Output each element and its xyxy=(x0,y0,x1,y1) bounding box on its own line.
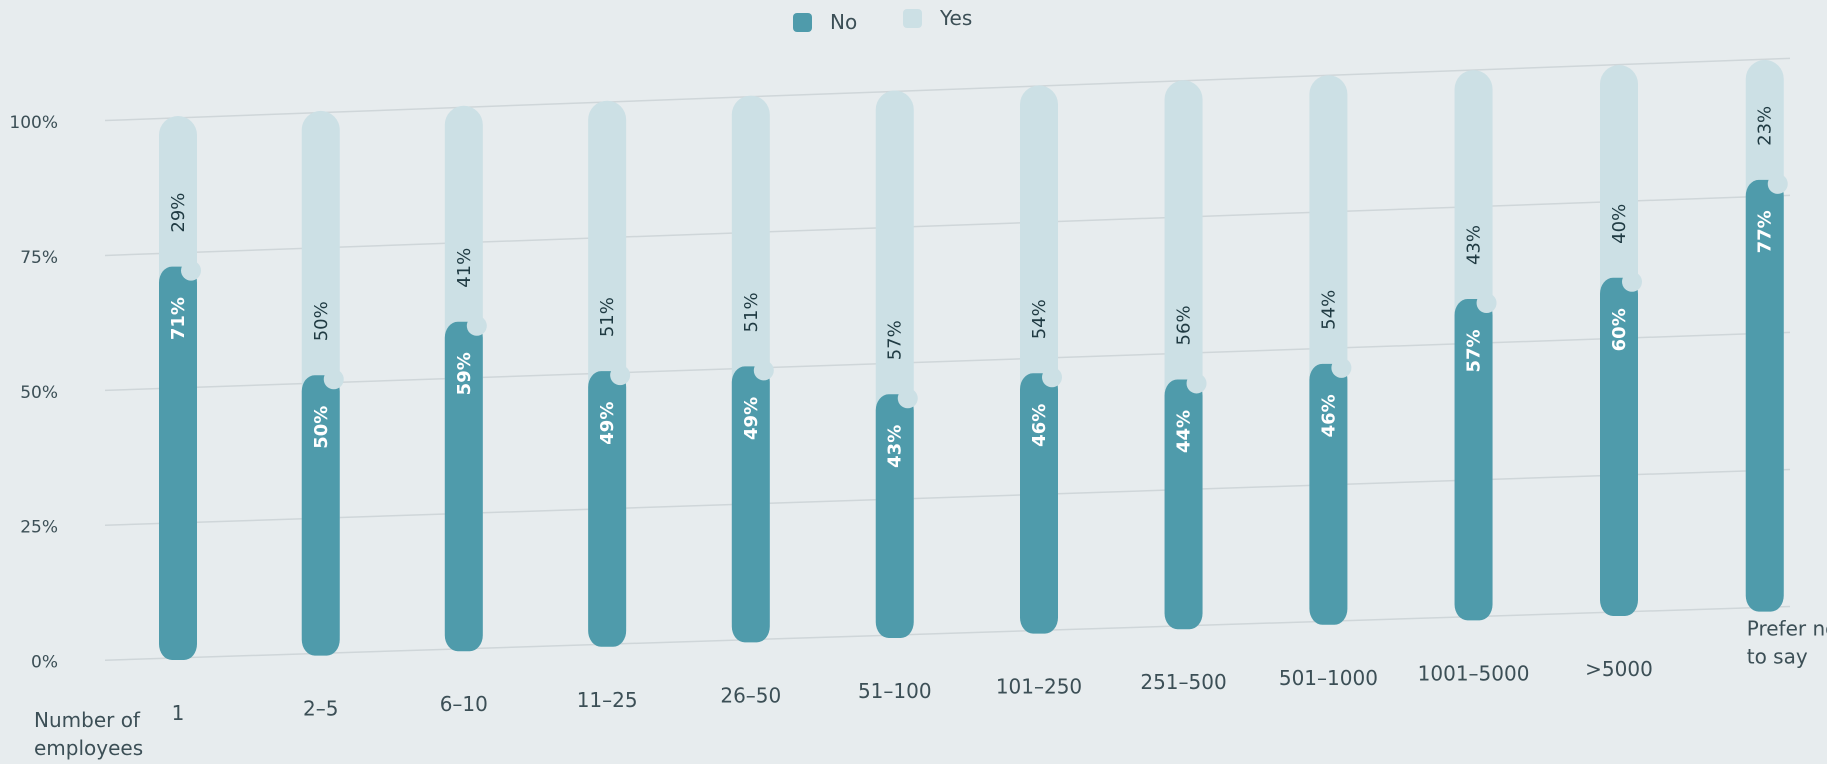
x-category-label: 2–5 xyxy=(303,697,338,721)
gridline xyxy=(104,605,1791,661)
bar-no xyxy=(1454,299,1493,621)
bar-label-no: 43% xyxy=(885,425,906,468)
legend-label-no: No xyxy=(830,10,857,34)
bar-label-yes: 51% xyxy=(597,297,618,337)
bar-label-yes: 54% xyxy=(1318,290,1339,330)
bar-label-yes: 23% xyxy=(1755,106,1776,146)
bar-label-no: 71% xyxy=(168,297,189,340)
bar-notch xyxy=(753,360,774,381)
x-category-label: 101–250 xyxy=(996,675,1082,699)
bar-group: 43% 57% xyxy=(875,90,918,638)
bar-group: 59% 41% xyxy=(444,105,487,652)
bar-label-no: 50% xyxy=(311,406,332,449)
x-category-label: 251–500 xyxy=(1140,670,1226,694)
gridline xyxy=(104,194,1791,257)
bar-label-no: 49% xyxy=(741,397,762,440)
x-category-label: >5000 xyxy=(1585,657,1653,681)
bar-group: 46% 54% xyxy=(1309,75,1352,625)
x-axis-categories: 1 2–5 6–10 11–25 26–50 51–100 101–250 251–500 50… xyxy=(172,617,1827,725)
bar-group: 46% 54% xyxy=(1020,85,1062,634)
bar-group: 44% 56% xyxy=(1164,80,1207,630)
y-tick-label: 75% xyxy=(20,248,58,268)
bars: 71% 29% 50% 50% 59% 41% 49% 51% 49% 51% 43% 57% 46% 5… xyxy=(159,59,1788,660)
bar-notch xyxy=(610,365,631,386)
bar-label-no: 60% xyxy=(1609,308,1630,351)
legend-swatch-yes xyxy=(903,9,922,28)
bar-notch xyxy=(181,260,201,281)
bar-notch xyxy=(1476,293,1497,314)
x-category-label: 1001–5000 xyxy=(1418,661,1530,685)
bar-label-yes: 54% xyxy=(1029,299,1050,339)
x-category-label: 6–10 xyxy=(440,692,488,716)
bar-no xyxy=(1309,363,1348,625)
bar-no xyxy=(731,366,770,643)
y-tick-label: 50% xyxy=(20,383,58,403)
bar-label-no: 46% xyxy=(1318,394,1339,437)
bar-group: 77% 23% xyxy=(1745,59,1788,612)
y-tick-label: 0% xyxy=(31,653,58,673)
legend-label-yes: Yes xyxy=(939,6,972,30)
bar-notch xyxy=(1767,173,1788,194)
gridlines xyxy=(104,57,1791,661)
bar-label-yes: 57% xyxy=(885,320,906,360)
bar-label-no: 49% xyxy=(597,402,618,445)
bar-group: 57% 43% xyxy=(1454,70,1497,621)
x-category-label: 11–25 xyxy=(577,688,638,712)
bar-label-yes: 29% xyxy=(168,193,189,233)
x-category-label: 51–100 xyxy=(858,679,932,703)
bar-label-no: 44% xyxy=(1174,410,1195,453)
gridline xyxy=(104,57,1791,122)
bar-no xyxy=(875,394,914,638)
bar-label-no: 57% xyxy=(1464,329,1485,372)
y-axis-ticks: 0% 25% 50% 75% 100% xyxy=(9,113,58,672)
bar-label-yes: 40% xyxy=(1609,204,1630,244)
y-tick-label: 25% xyxy=(20,518,58,538)
bar-group: 60% 40% xyxy=(1600,65,1642,616)
bar-no xyxy=(159,266,197,660)
bar-no xyxy=(301,375,340,656)
x-category-label: Prefer notto say xyxy=(1747,617,1827,669)
legend: No Yes xyxy=(793,6,972,34)
bar-label-yes: 43% xyxy=(1464,225,1485,265)
x-category-label: 1 xyxy=(172,701,185,725)
bar-notch xyxy=(323,369,344,390)
x-category-label: 501–1000 xyxy=(1279,666,1378,690)
bar-label-no: 77% xyxy=(1755,210,1776,253)
bar-no xyxy=(1745,179,1784,612)
bar-group: 49% 51% xyxy=(731,95,774,643)
gridline xyxy=(104,331,1791,392)
bar-notch xyxy=(1622,271,1642,292)
bar-notch xyxy=(466,315,487,336)
bar-group: 49% 51% xyxy=(588,100,631,647)
bar-no xyxy=(1020,373,1058,634)
bar-label-no: 59% xyxy=(454,352,475,395)
legend-swatch-no xyxy=(793,13,812,32)
bar-notch xyxy=(1042,367,1062,388)
bar-label-no: 46% xyxy=(1029,404,1050,447)
bar-no xyxy=(1600,277,1638,616)
bar-notch xyxy=(1186,373,1207,394)
x-axis-label: Number of employees xyxy=(34,708,146,760)
gridline xyxy=(104,468,1791,527)
bar-no xyxy=(444,321,483,652)
x-category-label: 26–50 xyxy=(720,683,781,707)
bar-notch xyxy=(1331,357,1352,378)
y-tick-label: 100% xyxy=(9,113,58,133)
bar-notch xyxy=(897,388,918,409)
bar-label-yes: 56% xyxy=(1174,305,1195,345)
bar-group: 50% 50% xyxy=(301,110,344,656)
bar-label-yes: 50% xyxy=(311,301,332,341)
bar-group: 71% 29% xyxy=(159,116,201,660)
bar-label-yes: 51% xyxy=(741,292,762,332)
bar-label-yes: 41% xyxy=(454,248,475,288)
bar-no xyxy=(588,371,627,647)
bar-no xyxy=(1164,379,1203,630)
